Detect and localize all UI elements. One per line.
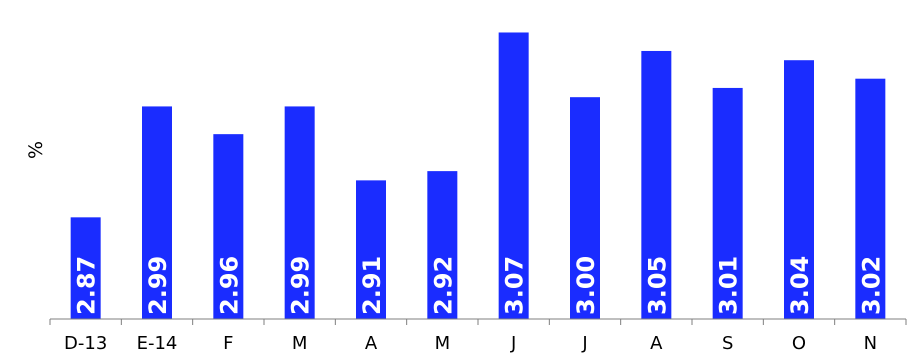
x-tick-label: N bbox=[864, 333, 877, 354]
x-tick-label: M bbox=[435, 333, 451, 354]
bar-value-label: 3.05 bbox=[643, 256, 671, 315]
bar-value-label: 3.01 bbox=[715, 256, 743, 315]
bar bbox=[284, 106, 315, 319]
bar-value-label: 2.91 bbox=[358, 256, 386, 315]
bar-value-label: 3.04 bbox=[786, 256, 814, 315]
bar-value-label: 2.96 bbox=[215, 256, 243, 315]
x-tick-label: J bbox=[510, 333, 516, 354]
bar-value-label: 2.99 bbox=[144, 256, 172, 315]
bar bbox=[498, 32, 529, 319]
bar bbox=[712, 87, 743, 319]
bar bbox=[427, 171, 458, 319]
y-axis-label: % bbox=[25, 141, 47, 159]
bar-value-label: 2.92 bbox=[429, 256, 457, 315]
x-tick-label: A bbox=[365, 333, 378, 354]
bar bbox=[356, 180, 386, 319]
bars-group: 2.87 2.99 2.96 2.99 2.91 2.92 3.07 3.00 3.05 3.01… bbox=[70, 32, 886, 320]
bar bbox=[70, 217, 101, 319]
x-tick-label: O bbox=[792, 333, 806, 354]
bar-value-label: 3.02 bbox=[857, 256, 885, 315]
bar-value-label: 2.99 bbox=[287, 256, 315, 315]
bar-value-label: 3.07 bbox=[501, 256, 529, 315]
bar-value-label: 2.87 bbox=[73, 256, 101, 315]
x-tick-label: S bbox=[722, 333, 733, 354]
x-tick-label: F bbox=[223, 333, 233, 354]
bar bbox=[142, 106, 172, 319]
x-tick-label: A bbox=[650, 333, 663, 354]
bar-value-label: 3.00 bbox=[572, 256, 600, 315]
bar bbox=[855, 78, 886, 320]
bar bbox=[784, 60, 814, 319]
bar bbox=[641, 50, 672, 319]
bar bbox=[570, 97, 600, 319]
x-axis-tick-labels: D-13 E-14 F M A M J J A S O N bbox=[64, 333, 877, 354]
x-tick-label: D-13 bbox=[64, 333, 107, 354]
x-tick-label: J bbox=[581, 333, 587, 354]
x-tick-label: E-14 bbox=[137, 333, 178, 354]
bar bbox=[213, 134, 244, 319]
x-tick-label: M bbox=[292, 333, 308, 354]
x-axis-ticks bbox=[49, 319, 907, 325]
